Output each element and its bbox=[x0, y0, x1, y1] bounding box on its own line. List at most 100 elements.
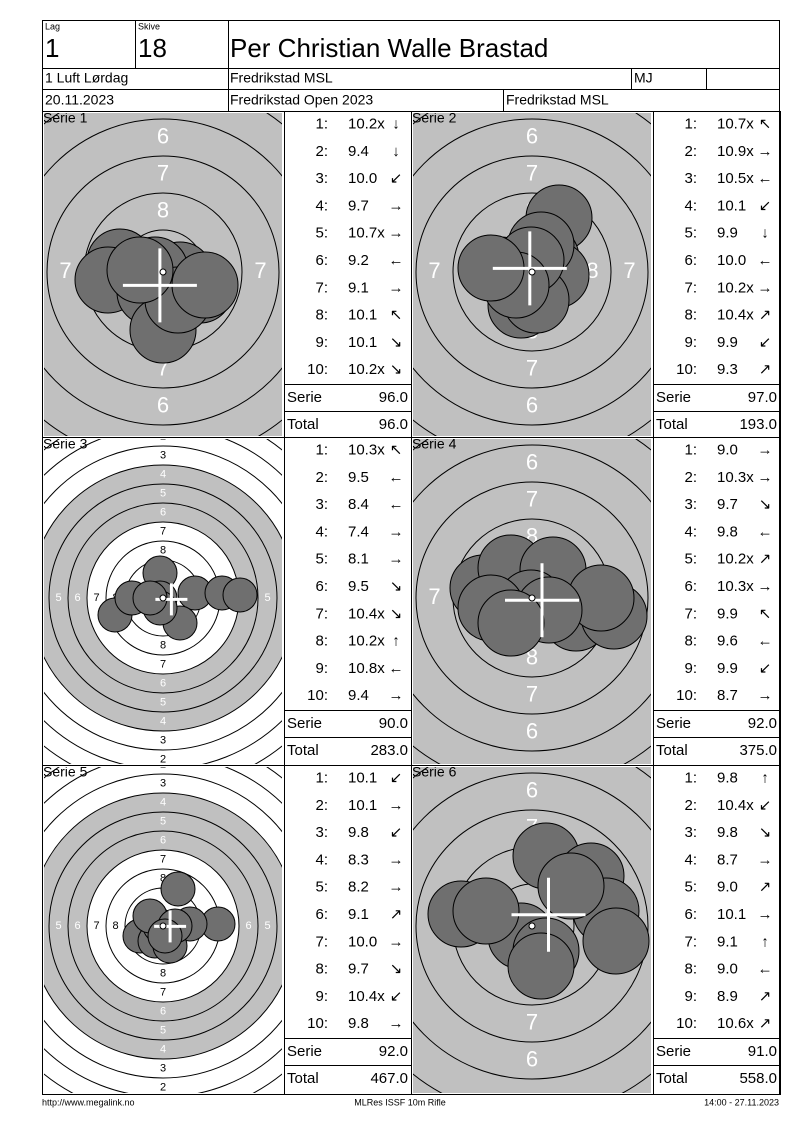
shot-direction: → bbox=[389, 879, 404, 896]
shot-score: 8.9 bbox=[717, 988, 738, 1005]
shot-direction: → bbox=[758, 441, 773, 458]
shot-number: 2: bbox=[315, 143, 328, 160]
shot-score: 9.5 bbox=[348, 469, 369, 486]
total-value: 467.0 bbox=[370, 1070, 408, 1087]
shot-score: 10.1 bbox=[717, 906, 746, 923]
shot-direction: ↓ bbox=[761, 225, 769, 242]
ring bbox=[46, 155, 280, 389]
target: 888877776666Serie 6 bbox=[413, 767, 651, 1093]
ring-label: 5 bbox=[160, 487, 166, 499]
shot-direction: ↙ bbox=[390, 769, 403, 786]
ring-label: 7 bbox=[526, 681, 538, 706]
shot-score: 9.2 bbox=[348, 252, 369, 269]
ring-label: 6 bbox=[157, 123, 169, 148]
ring-label: 2 bbox=[160, 430, 166, 442]
shot-score: 10.5x bbox=[717, 170, 754, 187]
shot-number: 7: bbox=[684, 279, 697, 296]
ring-label: 2 bbox=[160, 1081, 166, 1093]
centre-mark bbox=[159, 922, 167, 930]
ring bbox=[67, 502, 259, 694]
ring-label: 2 bbox=[160, 758, 166, 770]
code: MJ bbox=[634, 70, 653, 86]
shot-direction: ↗ bbox=[759, 988, 772, 1005]
shot-number: 1: bbox=[315, 441, 328, 458]
shot-score: 9.4 bbox=[348, 687, 369, 704]
shot-number: 5: bbox=[684, 879, 697, 896]
shot-score: 9.1 bbox=[348, 906, 369, 923]
centre-mark bbox=[528, 922, 536, 930]
shot-direction: ← bbox=[758, 633, 773, 650]
footer-url: http://www.megalink.no bbox=[42, 1097, 135, 1107]
shot-score: 10.2x bbox=[717, 551, 754, 568]
ring-label: 6 bbox=[526, 718, 538, 743]
ring-label: 7 bbox=[93, 920, 99, 932]
shot-direction: ↑ bbox=[761, 933, 769, 950]
shot-direction: ↖ bbox=[759, 115, 772, 132]
shot-score: 8.4 bbox=[348, 496, 369, 513]
shot-hole bbox=[452, 877, 520, 945]
shot-direction: ↙ bbox=[759, 797, 772, 814]
shot-direction: ↘ bbox=[390, 361, 403, 378]
ring-label: 7 bbox=[428, 258, 440, 283]
shot-direction: ← bbox=[389, 252, 404, 269]
ring-label: 8 bbox=[157, 197, 169, 222]
series-title: Serie 1 bbox=[43, 110, 88, 126]
shot-direction: → bbox=[758, 906, 773, 923]
serie-label: Serie bbox=[287, 389, 322, 406]
ring-label: 5 bbox=[55, 592, 61, 604]
shot-score: 8.7 bbox=[717, 851, 738, 868]
ring-label: 4 bbox=[160, 468, 166, 480]
shot-direction: ← bbox=[389, 660, 404, 677]
shot-direction: ↘ bbox=[390, 334, 403, 351]
lag: 1 bbox=[45, 33, 59, 63]
ring-label: 6 bbox=[22, 258, 34, 283]
shot-direction: → bbox=[389, 687, 404, 704]
shot-direction: → bbox=[758, 469, 773, 486]
shot-score: 10.3x bbox=[717, 578, 754, 595]
ring-label: 6 bbox=[291, 258, 303, 283]
ring-label: 3 bbox=[302, 920, 308, 932]
shot-direction: ↖ bbox=[759, 605, 772, 622]
shot-direction: ← bbox=[389, 496, 404, 513]
serie-label: Serie bbox=[287, 715, 322, 732]
shot-score: 9.9 bbox=[717, 334, 738, 351]
shooter-name: Per Christian Walle Brastad bbox=[230, 33, 548, 63]
shot-direction: ↙ bbox=[759, 660, 772, 677]
shot-direction: → bbox=[758, 851, 773, 868]
shot-score: 10.9x bbox=[717, 143, 754, 160]
shot-number: 7: bbox=[684, 605, 697, 622]
centre-mark bbox=[528, 594, 536, 602]
skive: 18 bbox=[138, 33, 167, 63]
shot-direction: ↗ bbox=[759, 551, 772, 568]
lag-label: Lag bbox=[45, 21, 60, 31]
ring-label: 6 bbox=[160, 677, 166, 689]
shot-number: 7: bbox=[315, 933, 328, 950]
ring-label: 4 bbox=[160, 715, 166, 727]
series-title: Serie 3 bbox=[43, 436, 88, 452]
ring-label: 8 bbox=[160, 639, 166, 651]
shot-score: 10.8x bbox=[348, 660, 385, 677]
total-label: Total bbox=[287, 416, 319, 433]
ring-label: 7 bbox=[526, 355, 538, 380]
shot-direction: ← bbox=[758, 961, 773, 978]
ring bbox=[413, 772, 651, 1080]
shot-direction: ↗ bbox=[759, 879, 772, 896]
shot-number: 8: bbox=[684, 307, 697, 324]
shot-number: 2: bbox=[684, 469, 697, 486]
shot-score: 10.7x bbox=[348, 225, 385, 242]
ring-label: 8 bbox=[112, 920, 118, 932]
shot-direction: ↙ bbox=[759, 334, 772, 351]
ring-label: 6 bbox=[660, 584, 672, 609]
shot-number: 9: bbox=[315, 660, 328, 677]
serie-value: 92.0 bbox=[748, 715, 777, 732]
shot-score: 10.1 bbox=[717, 197, 746, 214]
shot-score: 8.1 bbox=[348, 551, 369, 568]
shot-number: 6: bbox=[315, 906, 328, 923]
ring bbox=[415, 481, 649, 715]
shot-score: 8.2 bbox=[348, 879, 369, 896]
shot-number: 9: bbox=[684, 334, 697, 351]
shot-number: 3: bbox=[684, 824, 697, 841]
shot-score: 9.5 bbox=[348, 578, 369, 595]
ring-label: 5 bbox=[55, 920, 61, 932]
